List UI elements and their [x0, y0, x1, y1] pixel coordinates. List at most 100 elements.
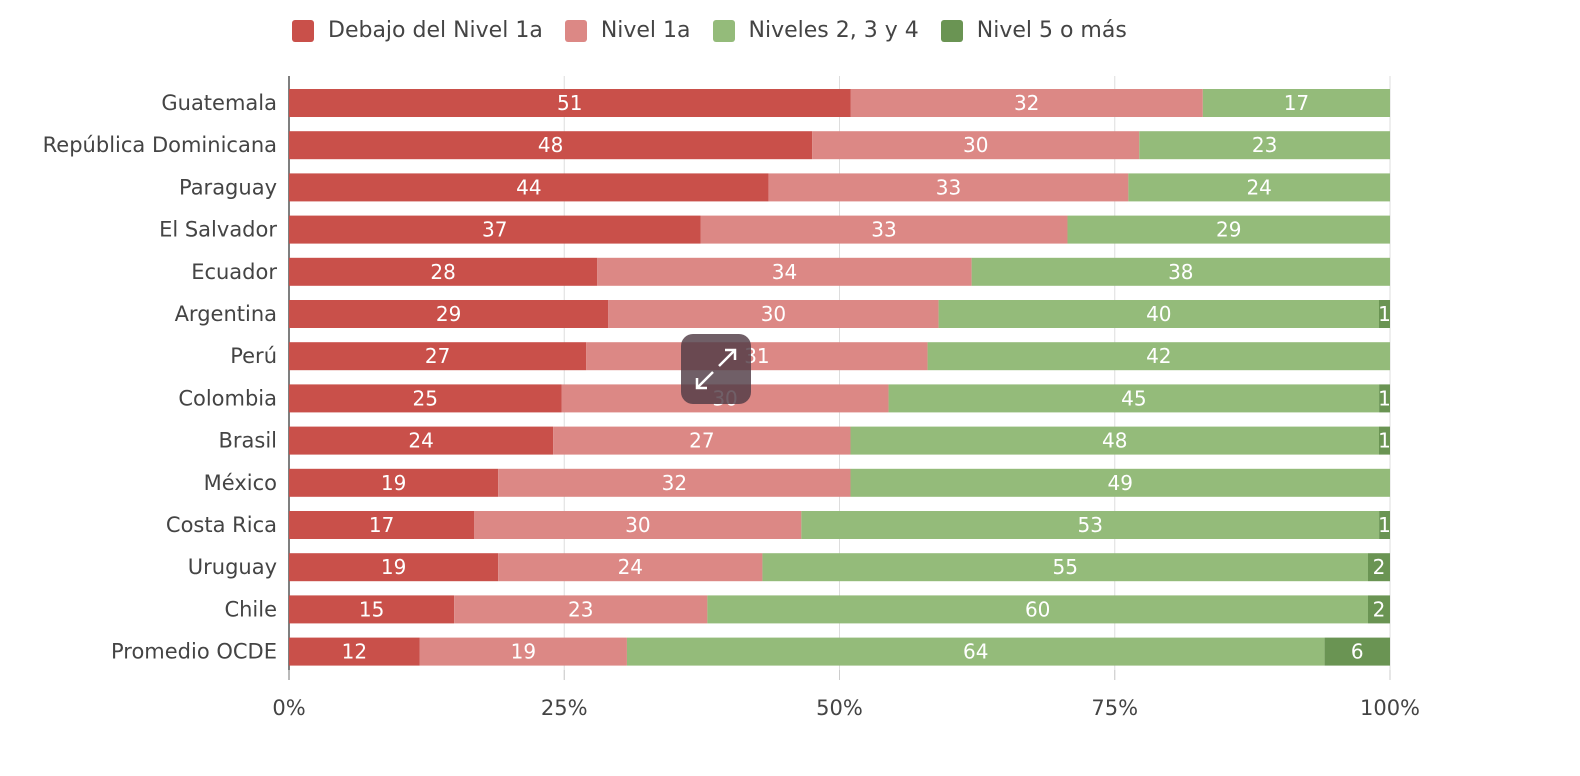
- data-label: 19: [381, 555, 406, 579]
- legend-swatch: [712, 19, 735, 42]
- bar-segment[interactable]: [801, 511, 1380, 539]
- bar-segment[interactable]: [888, 384, 1380, 413]
- bar-segment[interactable]: [289, 595, 455, 624]
- bar-segment[interactable]: [971, 257, 1390, 286]
- y-tick-label: Colombia: [178, 386, 277, 410]
- data-label: 44: [516, 175, 541, 199]
- bar-segment[interactable]: [1379, 511, 1390, 539]
- bar-segment[interactable]: [474, 511, 802, 539]
- bar-segment[interactable]: [1378, 426, 1390, 455]
- bar-segment[interactable]: [289, 342, 587, 371]
- bar-segment[interactable]: [586, 342, 928, 371]
- legend-swatch: [564, 19, 587, 42]
- bar-segment[interactable]: [289, 384, 562, 413]
- data-label: 15: [359, 597, 384, 621]
- x-tick-label: 75%: [1091, 696, 1138, 720]
- bar-segment[interactable]: [289, 511, 475, 539]
- data-label: 23: [568, 597, 593, 621]
- data-label: 49: [1108, 471, 1133, 495]
- data-label: 40: [1146, 302, 1171, 326]
- data-label: 27: [425, 344, 450, 368]
- data-label: 33: [871, 218, 896, 242]
- data-label: 64: [963, 640, 988, 664]
- data-label: 6: [1351, 640, 1364, 664]
- data-label: 33: [936, 175, 961, 199]
- legend-label: Niveles 2, 3 y 4: [748, 18, 919, 43]
- bar-segment[interactable]: [1202, 89, 1390, 117]
- bar-segment[interactable]: [812, 131, 1140, 160]
- bar-segment[interactable]: [1378, 300, 1390, 328]
- bar-segment[interactable]: [707, 595, 1368, 624]
- bar-segment[interactable]: [498, 468, 851, 497]
- bar-segment[interactable]: [419, 637, 627, 666]
- legend-item[interactable]: Debajo del Nivel 1a: [292, 18, 543, 43]
- bar-segment[interactable]: [289, 131, 813, 160]
- bar-segment[interactable]: [768, 173, 1129, 202]
- legend-item[interactable]: Niveles 2, 3 y 4: [712, 18, 919, 43]
- y-tick-label: Perú: [230, 344, 277, 368]
- data-label: 1: [1378, 302, 1391, 326]
- y-tick-label: República Dominicana: [43, 133, 277, 157]
- data-label: 60: [1025, 597, 1050, 621]
- data-label: 23: [1252, 133, 1277, 157]
- data-label: 29: [436, 302, 461, 326]
- bar-segment[interactable]: [454, 595, 708, 624]
- expand-arrows-icon: [695, 348, 737, 390]
- bar-segment[interactable]: [1367, 553, 1390, 582]
- data-label: 48: [1102, 429, 1127, 453]
- bar-segment[interactable]: [553, 426, 851, 455]
- data-label: 42: [1146, 344, 1171, 368]
- bar-segment[interactable]: [289, 173, 769, 202]
- bar-segment[interactable]: [597, 257, 972, 286]
- data-label: 28: [430, 260, 455, 284]
- data-label: 37: [482, 218, 507, 242]
- data-label: 30: [963, 133, 988, 157]
- bar-segment[interactable]: [1367, 595, 1390, 624]
- bar-segment[interactable]: [1379, 384, 1390, 413]
- legend-item[interactable]: Nivel 1a: [564, 18, 691, 43]
- bar-segment[interactable]: [498, 553, 763, 582]
- bar-segment[interactable]: [289, 553, 499, 582]
- y-tick-label: Argentina: [175, 302, 277, 326]
- y-tick-label: México: [204, 471, 277, 495]
- data-label: 30: [761, 302, 786, 326]
- bar-segment[interactable]: [762, 553, 1368, 582]
- bar-segment[interactable]: [289, 426, 554, 455]
- bar-segment[interactable]: [1128, 173, 1390, 202]
- bar-segment[interactable]: [700, 215, 1068, 244]
- bar-segment[interactable]: [938, 300, 1379, 328]
- bar-segment[interactable]: [1139, 131, 1390, 160]
- bar-segment[interactable]: [289, 89, 851, 117]
- legend-label: Nivel 1a: [600, 18, 691, 43]
- bar-segment[interactable]: [850, 426, 1379, 455]
- bar-segment[interactable]: [850, 89, 1203, 117]
- bar-segment[interactable]: [289, 215, 701, 244]
- data-label: 17: [369, 513, 394, 537]
- data-label: 17: [1284, 91, 1309, 115]
- bar-segment[interactable]: [927, 342, 1390, 371]
- legend-item[interactable]: Nivel 5 o más: [940, 18, 1127, 43]
- bar-segment[interactable]: [1324, 637, 1390, 666]
- y-tick-label: Chile: [224, 597, 277, 621]
- bar-segment[interactable]: [850, 468, 1390, 497]
- data-label: 1: [1378, 386, 1391, 410]
- bar-segment[interactable]: [608, 300, 939, 328]
- expand-button[interactable]: [681, 334, 751, 404]
- y-tick-label: Brasil: [218, 429, 277, 453]
- bar-segment[interactable]: [289, 637, 420, 666]
- bar-segment[interactable]: [626, 637, 1325, 666]
- data-label: 2: [1373, 555, 1386, 579]
- bar-segment[interactable]: [289, 257, 598, 286]
- legend-swatch: [292, 19, 314, 42]
- data-label: 51: [557, 91, 582, 115]
- legend-label: Nivel 5 o más: [976, 18, 1127, 43]
- data-label: 38: [1168, 260, 1193, 284]
- x-tick-label: 25%: [541, 696, 588, 720]
- bar-segment[interactable]: [289, 468, 499, 497]
- data-label: 53: [1077, 513, 1102, 537]
- data-label: 25: [413, 386, 438, 410]
- y-tick-label: Uruguay: [188, 555, 277, 579]
- bar-segment[interactable]: [1067, 215, 1390, 244]
- bar-segment[interactable]: [289, 300, 609, 328]
